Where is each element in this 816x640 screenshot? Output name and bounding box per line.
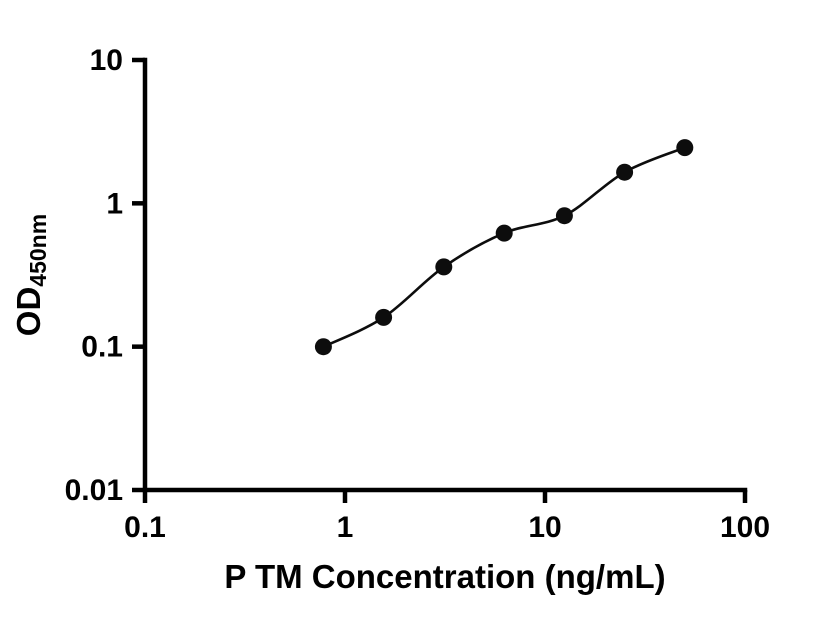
x-tick-label: 0.1 — [124, 511, 166, 544]
data-point — [495, 224, 513, 242]
x-tick-label: 10 — [528, 511, 561, 544]
y-tick-label: 0.1 — [81, 331, 123, 364]
x-axis-title: P TM Concentration (ng/mL) — [224, 558, 665, 595]
data-point — [616, 163, 634, 181]
data-point — [375, 308, 393, 326]
x-tick-label: 100 — [720, 511, 770, 544]
y-tick-label: 0.01 — [65, 474, 123, 507]
y-axis-title: OD450nm — [10, 214, 51, 336]
data-point — [435, 258, 453, 276]
data-point — [676, 139, 694, 157]
data-point — [555, 207, 573, 225]
y-tick-label: 10 — [90, 44, 123, 77]
y-tick-label: 1 — [106, 187, 123, 220]
x-tick-label: 1 — [337, 511, 354, 544]
data-point — [314, 338, 332, 356]
